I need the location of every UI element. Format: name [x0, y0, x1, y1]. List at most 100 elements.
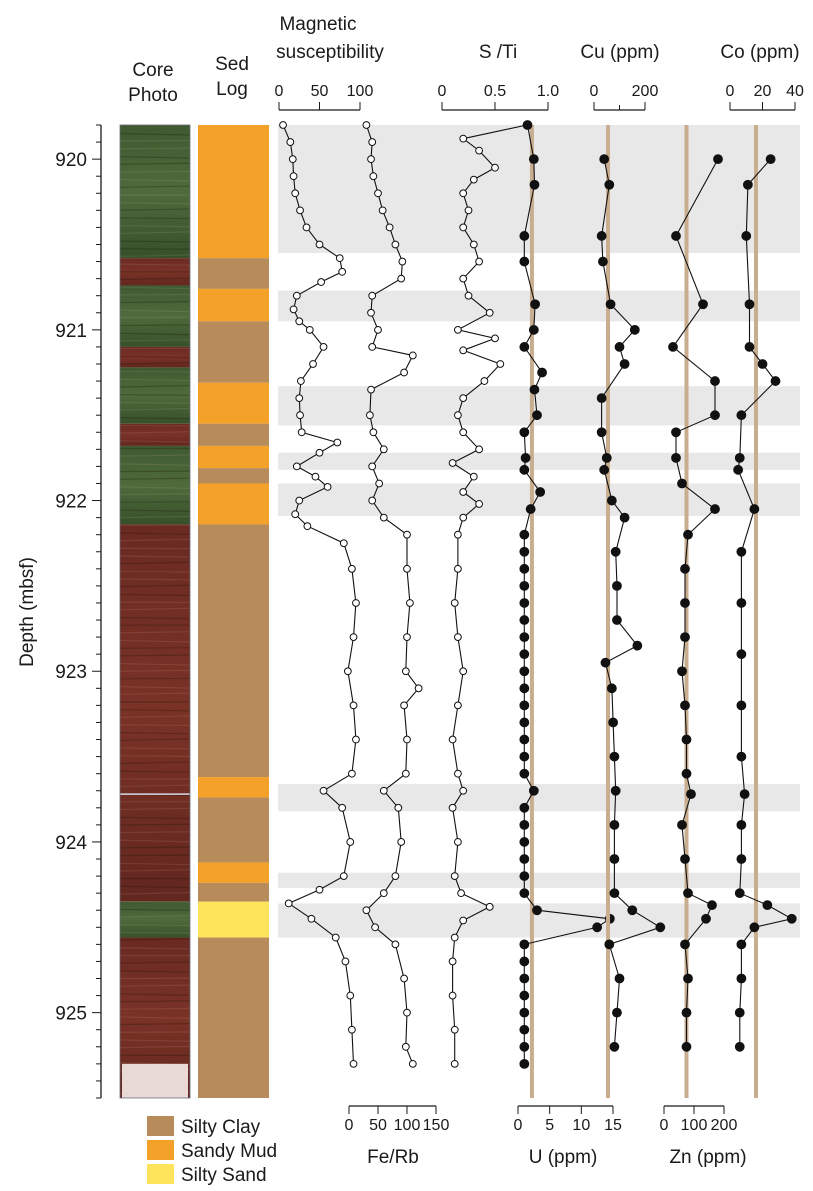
core-photo-band: [120, 901, 190, 938]
core-photo-band: [120, 423, 190, 446]
ms-tick-label: 100: [347, 83, 374, 100]
ms-point: [296, 411, 304, 420]
u-point: [519, 734, 530, 745]
core-photo-lamina: [119, 147, 191, 150]
ms-tick-label: 50: [311, 83, 329, 100]
u-tick-label: 0: [514, 1117, 523, 1134]
u-point: [519, 563, 530, 574]
ferb-point: [408, 1059, 417, 1068]
ferb-point: [367, 308, 375, 317]
sed-log-unit: [198, 937, 269, 1098]
zn-point: [701, 913, 711, 924]
ms-point: [348, 564, 356, 573]
sti-point: [475, 500, 484, 508]
column-headers: Core Photo Sed Log: [128, 54, 249, 106]
u-point: [519, 464, 530, 475]
depth-tick-label: 920: [55, 150, 87, 171]
legend-swatch: [147, 1164, 174, 1184]
u-point: [529, 179, 540, 190]
core-photo-lamina: [119, 139, 191, 142]
sed-log-unit: [198, 797, 269, 863]
ms-point: [333, 438, 342, 447]
u-axis: 0 5 10 15 U (ppm): [514, 1105, 622, 1168]
co-point: [734, 452, 745, 463]
cu-point: [614, 342, 625, 352]
core-photo-band: [120, 367, 190, 424]
depth-tick-label: 925: [55, 1004, 87, 1025]
sed-log-unit: [198, 382, 269, 424]
ms-point: [311, 472, 320, 481]
u-point: [519, 990, 530, 1001]
sed-log-unit: [198, 777, 269, 798]
core-photo-lamina: [119, 362, 191, 365]
ms-point: [352, 735, 360, 744]
sed-log-unit: [198, 321, 269, 383]
sti-point: [459, 786, 468, 795]
zn-point: [668, 342, 678, 352]
zn-point: [680, 563, 690, 574]
core-photo-lamina: [119, 755, 191, 757]
core-photo-lamina: [119, 208, 191, 211]
ms-point: [315, 240, 324, 249]
sti-point: [459, 189, 468, 198]
u-point: [519, 1007, 530, 1018]
sed-log-unit: [198, 882, 269, 902]
sed-log-header-1: Sed: [215, 54, 249, 75]
cu-point: [619, 512, 630, 523]
ms-point: [348, 1025, 356, 1034]
ferb-point: [414, 684, 423, 693]
ferb-point: [379, 889, 388, 898]
u-point: [519, 529, 530, 540]
core-photo-header-1: Core: [132, 60, 173, 81]
u-point: [532, 410, 542, 421]
cu-label: Cu (ppm): [580, 42, 659, 63]
sti-point: [448, 957, 457, 966]
core-photo-lamina: [119, 732, 191, 735]
core-photo-lamina: [119, 132, 191, 136]
u-point: [528, 154, 539, 165]
u-point: [519, 939, 530, 950]
u-point: [519, 751, 530, 762]
zn-point: [677, 666, 687, 677]
core-photo-lamina: [119, 486, 191, 489]
co-point: [739, 789, 750, 800]
core-photo-lamina: [119, 839, 191, 843]
core-photo-lamina: [119, 570, 191, 573]
core-photo-lamina: [119, 908, 191, 911]
co-label: Co (ppm): [720, 42, 799, 63]
ms-point: [291, 510, 300, 519]
core-photo-lamina: [119, 686, 191, 689]
core-photo-lamina: [119, 984, 191, 987]
core-photo-lamina: [119, 1000, 191, 1003]
u-point: [519, 888, 530, 899]
track-cu: 0 200 Cu (ppm): [580, 42, 666, 1098]
ferb-tick-label: 0: [345, 1117, 354, 1134]
ms-label: susceptibility: [276, 42, 384, 63]
sti-point: [459, 394, 468, 403]
zn-point: [686, 789, 696, 800]
u-point: [519, 956, 530, 967]
sti-point: [454, 564, 462, 573]
u-point: [535, 487, 546, 497]
core-photo-lamina: [119, 440, 191, 443]
ferb-point: [369, 428, 378, 437]
u-point: [519, 598, 530, 608]
sti-point: [448, 735, 457, 744]
ferb-point: [385, 223, 394, 232]
ferb-point: [368, 138, 377, 146]
ms-point: [303, 522, 312, 531]
shaded-interval: [278, 125, 800, 254]
ms-tick-label: 0: [275, 83, 284, 100]
u-point: [519, 973, 530, 984]
ferb-point: [379, 445, 388, 454]
ferb-tick-label: 150: [423, 1117, 450, 1134]
ms-point: [338, 267, 347, 276]
depth-tick-label: 923: [55, 662, 87, 683]
zn-point: [683, 529, 693, 540]
cu-point: [596, 427, 607, 438]
sti-point: [485, 902, 494, 911]
ferb-point: [398, 257, 407, 266]
core-photo-lamina: [119, 1045, 191, 1049]
cu-point: [596, 393, 607, 404]
